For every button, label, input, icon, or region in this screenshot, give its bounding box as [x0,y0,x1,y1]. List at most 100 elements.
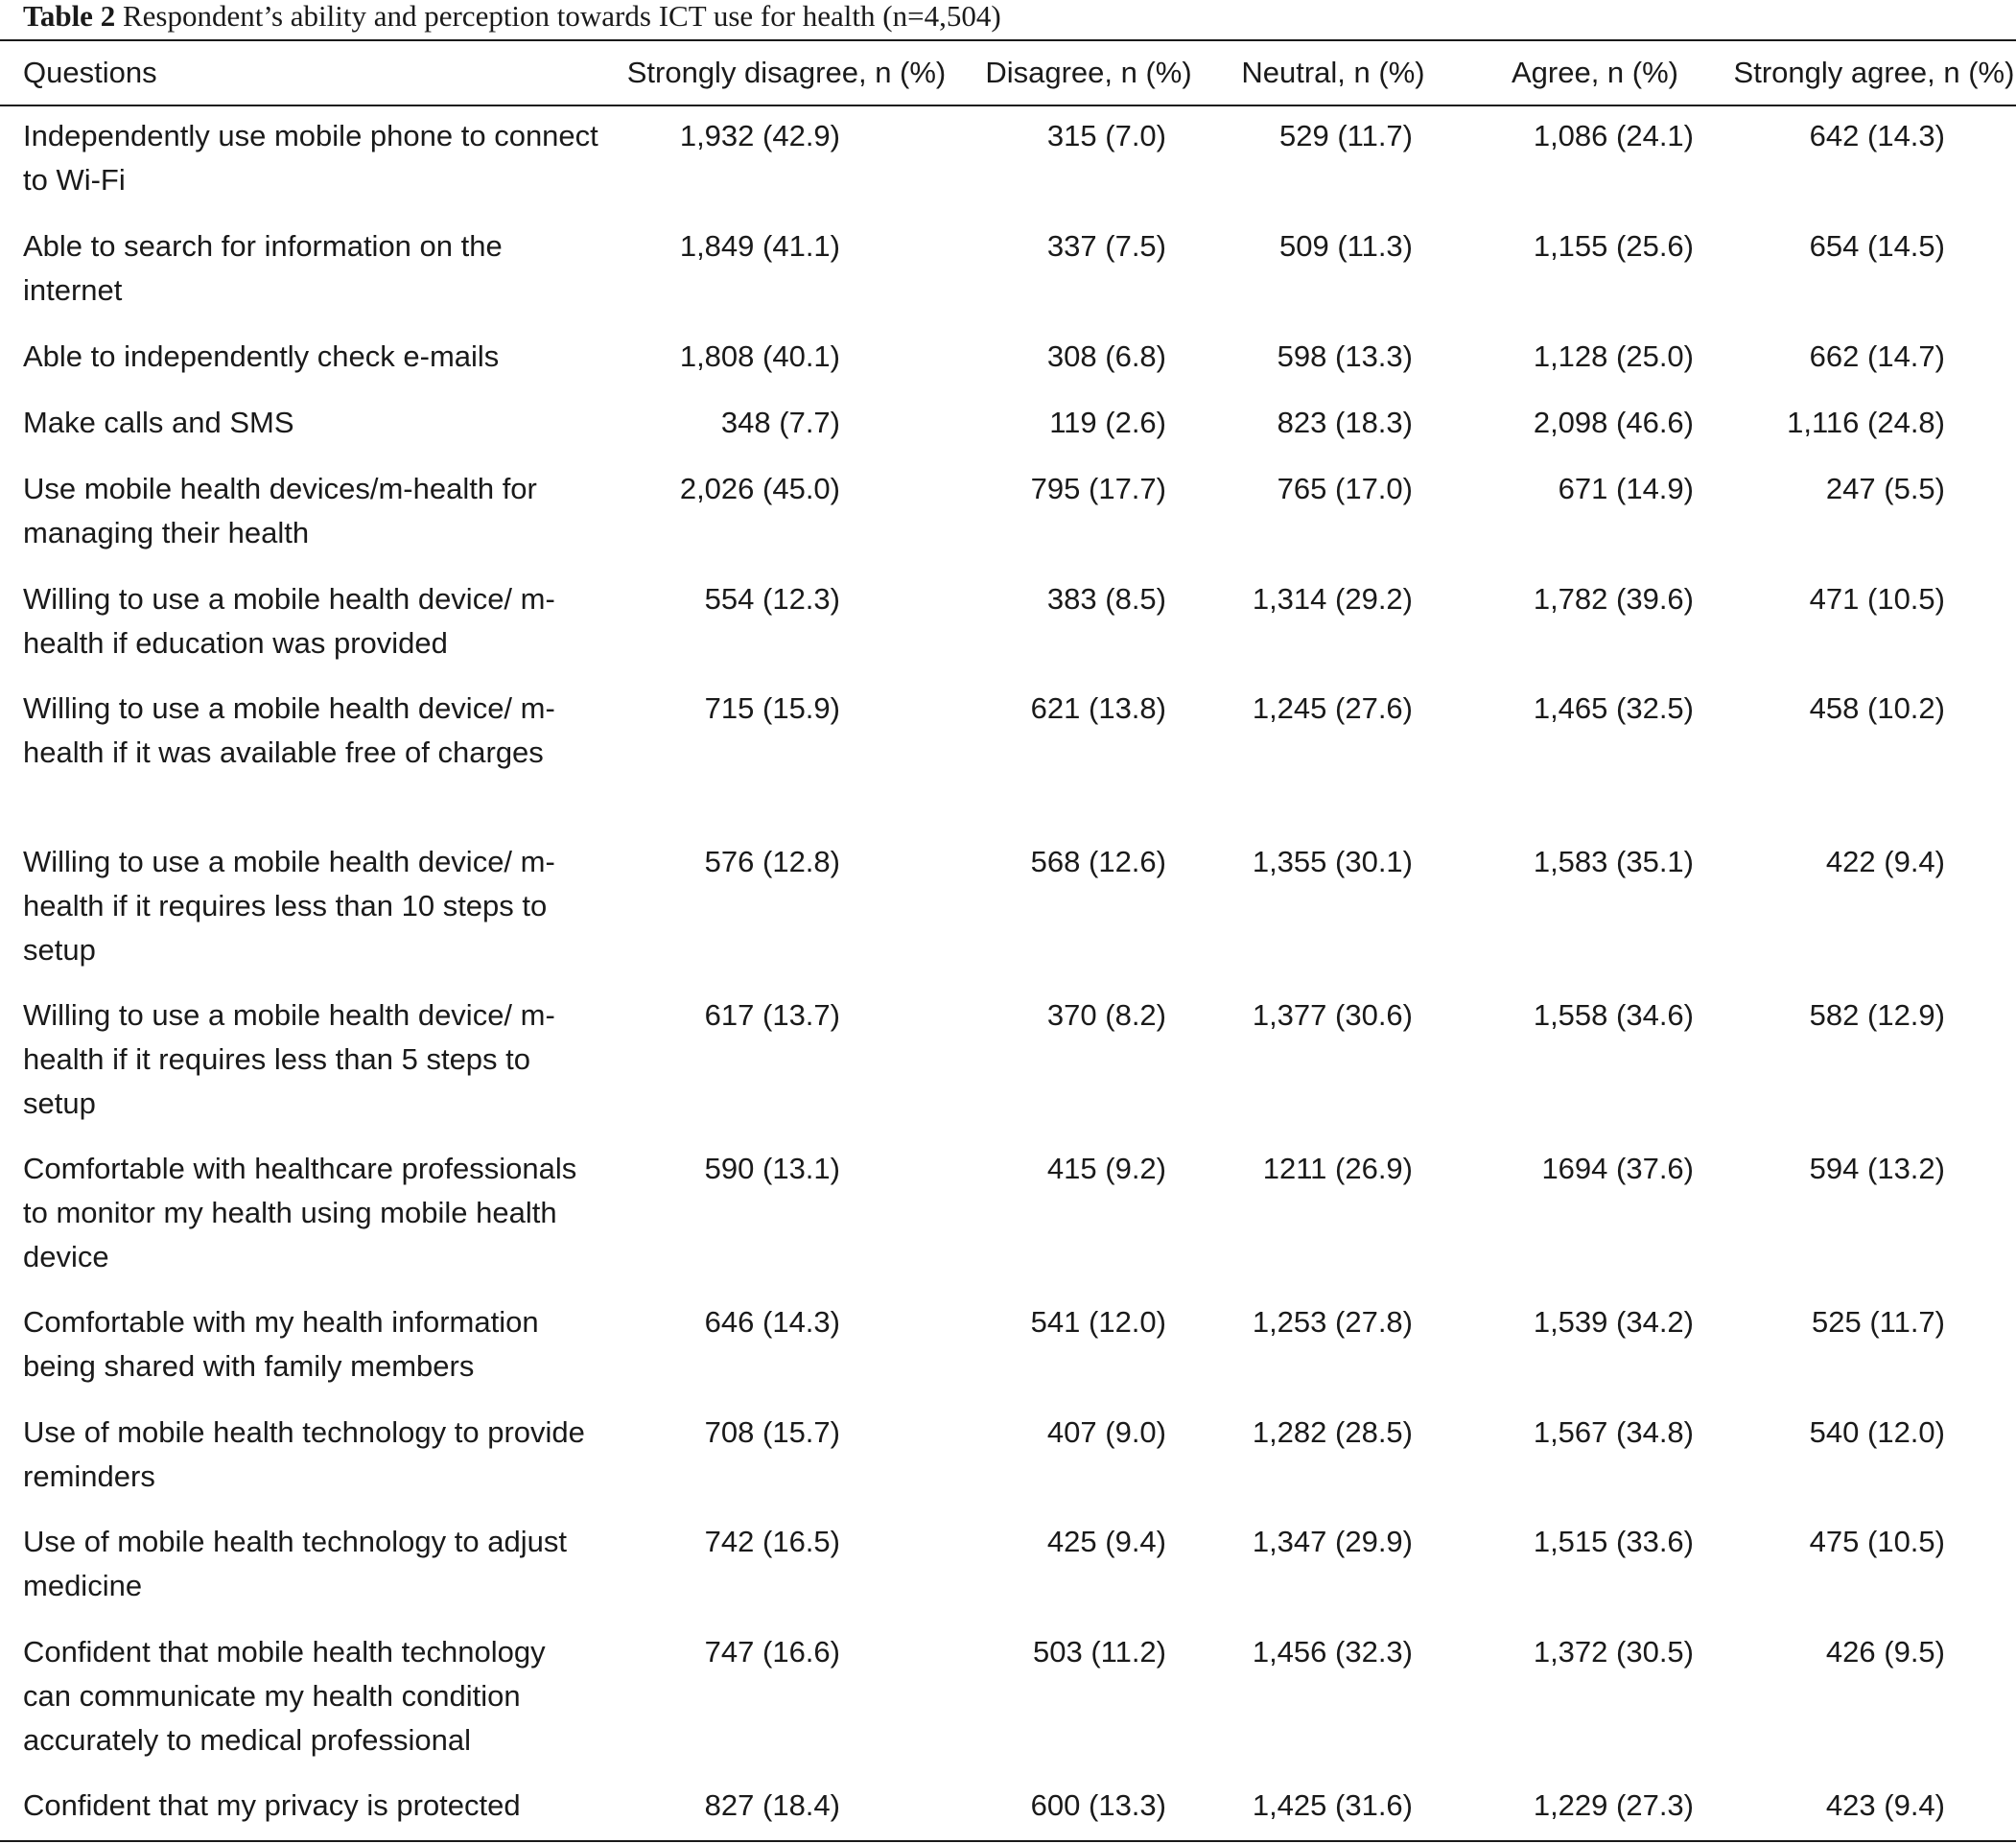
strongly-disagree-cell: 554 (12.3) [704,582,840,616]
table-row: Able to independently check e-mails 1,80… [0,335,2016,401]
table-row: Independently use mobile phone to connec… [0,105,2016,224]
agree-cell: 2,098 (46.6) [1533,406,1694,439]
disagree-cell: 541 (12.0) [1030,1305,1166,1339]
table-row: Willing to use a mobile health device/ m… [0,840,2016,993]
neutral-cell: 509 (11.3) [1278,229,1413,263]
disagree-cell: 621 (13.8) [1030,691,1166,725]
strongly-disagree-cell: 590 (13.1) [704,1152,840,1185]
table-caption-label: Table 2 [23,0,116,33]
question-cell: Able to search for information on the in… [23,229,503,307]
question-cell: Able to independently check e-mails [23,339,500,373]
table-bottom-rule [0,1840,2016,1842]
neutral-cell: 1,425 (31.6) [1252,1788,1413,1822]
column-header-disagree: Disagree, n (%) [985,56,1192,89]
disagree-cell: 337 (7.5) [1046,229,1166,263]
column-header-strongly-agree: Strongly agree, n (%) [1733,56,2015,89]
disagree-cell: 383 (8.5) [1046,582,1166,616]
table-row: Able to search for information on the in… [0,224,2016,335]
strongly-agree-cell: 654 (14.5) [1809,229,1945,263]
table-body: Independently use mobile phone to connec… [0,105,2016,1843]
agree-cell: 1,155 (25.6) [1533,229,1694,263]
question-cell: Willing to use a mobile health device/ m… [23,691,555,769]
disagree-cell: 425 (9.4) [1046,1525,1166,1558]
strongly-disagree-cell: 1,932 (42.9) [679,119,840,152]
disagree-cell: 503 (11.2) [1032,1635,1166,1669]
strongly-agree-cell: 422 (9.4) [1825,845,1945,878]
table-row: Use mobile health devices/m-health for m… [0,467,2016,577]
strongly-agree-cell: 594 (13.2) [1809,1152,1945,1185]
disagree-cell: 315 (7.0) [1046,119,1166,152]
strongly-disagree-cell: 2,026 (45.0) [679,472,840,505]
strongly-disagree-cell: 747 (16.6) [704,1635,840,1669]
strongly-disagree-cell: 576 (12.8) [704,845,840,878]
strongly-agree-cell: 471 (10.5) [1809,582,1945,616]
strongly-agree-cell: 642 (14.3) [1809,119,1945,152]
table-header-rule [0,105,2016,106]
question-cell: Use of mobile health technology to adjus… [23,1525,567,1602]
agree-cell: 671 (14.9) [1558,472,1694,505]
neutral-cell: 598 (13.3) [1277,339,1413,373]
results-table: Questions Strongly disagree, n (%) Disag… [0,41,2016,1843]
strongly-disagree-cell: 708 (15.7) [704,1415,840,1449]
strongly-agree-cell: 662 (14.7) [1809,339,1945,373]
strongly-agree-cell: 458 (10.2) [1809,691,1945,725]
disagree-cell: 119 (2.6) [1049,406,1166,439]
question-cell: Make calls and SMS [23,406,294,439]
neutral-cell: 1,377 (30.6) [1252,998,1413,1032]
neutral-cell: 1,355 (30.1) [1252,845,1413,878]
agree-cell: 1694 (37.6) [1541,1152,1694,1185]
table-row: Confident that my privacy is protected 8… [0,1784,2016,1843]
strongly-agree-cell: 426 (9.5) [1825,1635,1945,1669]
question-cell: Use mobile health devices/m-health for m… [23,472,537,549]
agree-cell: 1,558 (34.6) [1533,998,1694,1032]
neutral-cell: 765 (17.0) [1277,472,1413,505]
agree-cell: 1,515 (33.6) [1533,1525,1694,1558]
strongly-disagree-cell: 742 (16.5) [704,1525,840,1558]
table-header-row: Questions Strongly disagree, n (%) Disag… [0,41,2016,105]
strongly-agree-cell: 247 (5.5) [1825,472,1945,505]
column-header-neutral: Neutral, n (%) [1241,56,1425,89]
disagree-cell: 407 (9.0) [1046,1415,1166,1449]
question-cell: Independently use mobile phone to connec… [23,119,598,197]
disagree-cell: 568 (12.6) [1030,845,1166,878]
table-row: Confident that mobile health technology … [0,1630,2016,1784]
strongly-disagree-cell: 617 (13.7) [704,998,840,1032]
agree-cell: 1,465 (32.5) [1533,691,1694,725]
table-top-rule [0,39,2016,41]
neutral-cell: 529 (11.7) [1278,119,1413,152]
question-cell: Comfortable with healthcare professional… [23,1152,577,1273]
strongly-agree-cell: 423 (9.4) [1825,1788,1945,1822]
table-caption-text: Respondent’s ability and perception towa… [122,0,1001,33]
strongly-agree-cell: 475 (10.5) [1809,1525,1945,1558]
neutral-cell: 1,347 (29.9) [1252,1525,1413,1558]
table-row: Use of mobile health technology to adjus… [0,1520,2016,1630]
question-cell: Willing to use a mobile health device/ m… [23,845,555,967]
neutral-cell: 1,314 (29.2) [1252,582,1413,616]
disagree-cell: 795 (17.7) [1030,472,1166,505]
agree-cell: 1,782 (39.6) [1533,582,1694,616]
column-header-strongly-disagree: Strongly disagree, n (%) [626,56,947,89]
table-row: Use of mobile health technology to provi… [0,1411,2016,1520]
disagree-cell: 370 (8.2) [1046,998,1166,1032]
neutral-cell: 1211 (26.9) [1262,1152,1413,1185]
disagree-cell: 415 (9.2) [1046,1152,1166,1185]
question-cell: Confident that mobile health technology … [23,1635,546,1757]
agree-cell: 1,583 (35.1) [1533,845,1694,878]
question-cell: Willing to use a mobile health device/ m… [23,582,555,660]
strongly-agree-cell: 540 (12.0) [1809,1415,1945,1449]
agree-cell: 1,539 (34.2) [1533,1305,1694,1339]
agree-cell: 1,567 (34.8) [1533,1415,1694,1449]
strongly-disagree-cell: 1,849 (41.1) [679,229,840,263]
table-row: Willing to use a mobile health device/ m… [0,577,2016,687]
strongly-disagree-cell: 348 (7.7) [720,406,840,439]
disagree-cell: 308 (6.8) [1046,339,1166,373]
strongly-disagree-cell: 827 (18.4) [704,1788,840,1822]
neutral-cell: 823 (18.3) [1277,406,1413,439]
agree-cell: 1,086 (24.1) [1533,119,1694,152]
strongly-agree-cell: 582 (12.9) [1809,998,1945,1032]
table-row: Make calls and SMS 348 (7.7) 119 (2.6) 8… [0,401,2016,467]
agree-cell: 1,372 (30.5) [1533,1635,1694,1669]
question-cell: Use of mobile health technology to provi… [23,1415,585,1493]
table-caption: Table 2 Respondent’s ability and percept… [23,0,1001,38]
column-header-questions: Questions [23,56,157,89]
